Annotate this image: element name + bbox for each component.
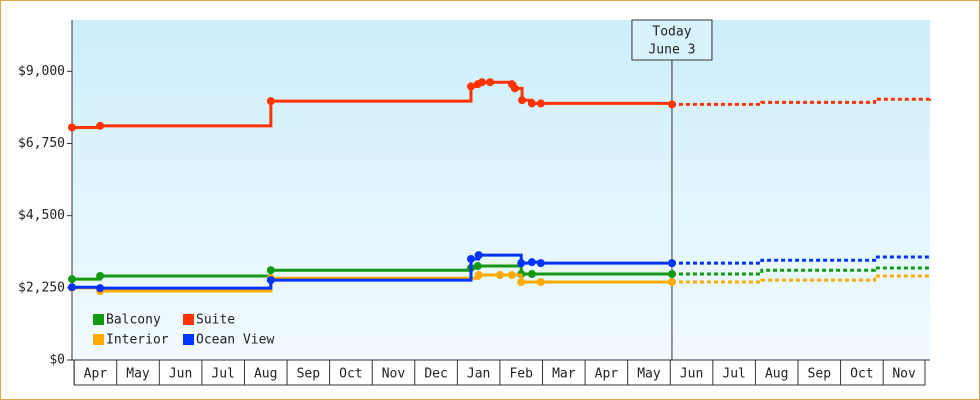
legend-swatch <box>93 314 104 325</box>
price-point <box>478 78 487 87</box>
x-tick-label: Apr <box>84 367 108 382</box>
price-point <box>536 99 545 108</box>
price-point <box>474 271 483 279</box>
price-point <box>68 123 76 132</box>
legend-swatch <box>183 314 194 325</box>
x-tick-label: Dec <box>424 367 447 382</box>
price-point <box>527 270 536 279</box>
legend-label: Suite <box>196 313 235 328</box>
x-tick-label: Jul <box>211 367 234 382</box>
x-tick-label: Jun <box>169 367 192 382</box>
price-point <box>667 270 676 279</box>
price-point <box>96 284 105 293</box>
y-tick-label: $6,750 <box>18 136 65 151</box>
price-point <box>495 271 504 279</box>
y-tick-label: $4,500 <box>18 208 65 223</box>
price-point <box>518 96 527 105</box>
plot-area <box>72 20 930 360</box>
price-point <box>667 259 676 268</box>
price-point <box>68 283 76 292</box>
x-tick-label: Sep <box>297 367 321 382</box>
price-point <box>68 275 76 284</box>
price-point <box>507 271 516 279</box>
price-point <box>510 84 519 93</box>
forecast-line <box>671 266 932 276</box>
legend-label: Ocean View <box>196 333 274 348</box>
today-label: Today <box>652 25 691 40</box>
x-tick-label: Aug <box>765 367 788 382</box>
x-tick-label: Sep <box>808 367 832 382</box>
legend-swatch <box>183 334 194 345</box>
x-tick-label: Nov <box>892 367 916 382</box>
x-axis-band <box>73 359 926 386</box>
x-tick-label: May <box>637 367 661 382</box>
x-tick-label: May <box>126 367 150 382</box>
legend-swatch <box>93 334 104 345</box>
x-tick-label: Nov <box>382 367 406 382</box>
price-point <box>667 100 676 109</box>
x-tick-label: Aug <box>254 367 277 382</box>
price-point <box>466 254 475 263</box>
y-tick-label: $0 <box>49 353 65 368</box>
legend-label: Interior <box>106 333 169 348</box>
forecast-line <box>671 97 932 106</box>
price-point <box>474 251 483 260</box>
y-tick-label: $9,000 <box>18 64 65 79</box>
x-tick-label: Jan <box>467 367 490 382</box>
price-point <box>536 278 545 287</box>
price-point <box>527 99 536 108</box>
forecast-line <box>671 274 932 284</box>
price-point <box>667 278 676 287</box>
x-tick-label: Feb <box>509 367 533 382</box>
price-point <box>473 262 482 271</box>
legend-label: Balcony <box>106 313 161 328</box>
price-point <box>266 97 275 106</box>
x-tick-label: Oct <box>339 367 362 382</box>
x-tick-label: Mar <box>552 367 576 382</box>
forecast-line <box>671 255 932 265</box>
price-point <box>517 259 526 268</box>
price-point <box>266 276 275 285</box>
price-point <box>536 259 545 268</box>
price-point <box>466 82 475 91</box>
today-label: June 3 <box>648 43 695 58</box>
price-point <box>96 271 105 280</box>
y-tick-label: $2,250 <box>18 280 65 295</box>
price-point <box>486 78 495 87</box>
price-point <box>527 258 536 267</box>
x-tick-label: Oct <box>850 367 873 382</box>
price-point <box>96 121 105 130</box>
today-box <box>631 19 713 61</box>
price-point <box>266 266 275 275</box>
price-point <box>517 278 526 287</box>
x-tick-label: Jul <box>722 367 745 382</box>
x-tick-label: Apr <box>595 367 619 382</box>
x-tick-label: Jun <box>680 367 703 382</box>
